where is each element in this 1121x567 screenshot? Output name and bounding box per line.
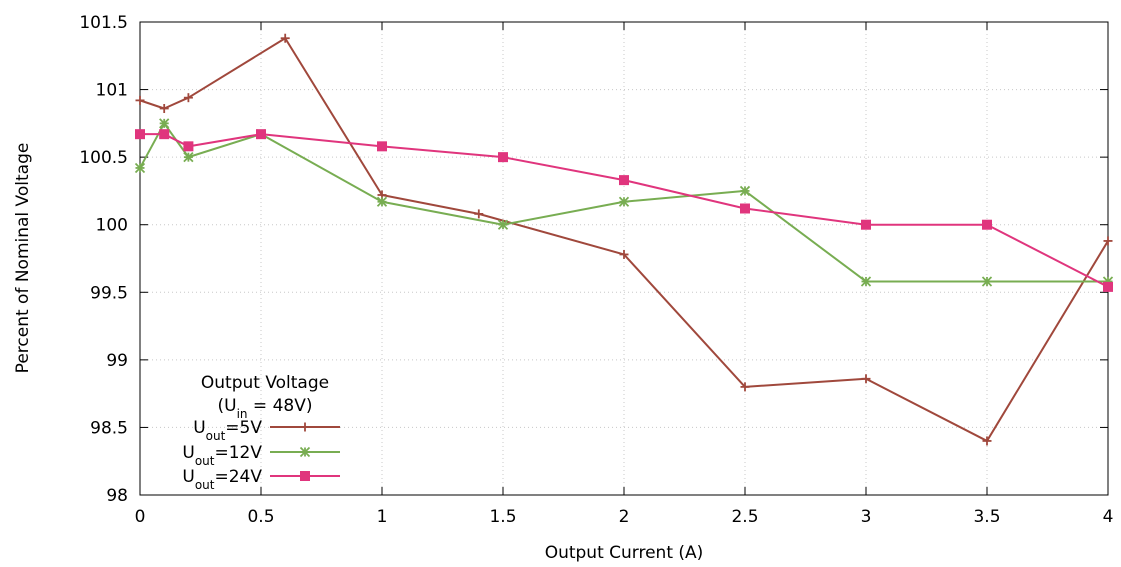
legend-title-suffix: = 48V)	[248, 396, 313, 416]
legend-label: Uout=24V	[182, 467, 262, 492]
x-tick-label: 2	[619, 507, 630, 527]
y-axis-label: Percent of Nominal Voltage	[13, 143, 33, 374]
data-point	[159, 103, 169, 113]
data-point	[1103, 281, 1113, 292]
legend: Output Voltage (Uin = 48V) Uout=5VUout=1…	[182, 373, 340, 492]
legend-title-line2: (Uin = 48V)	[218, 396, 313, 421]
axis-ticks: 0 0.5 1 1.5 2 2.5 3 3.5 4 98 98.5 99 99.5 100 100.5 101…	[79, 13, 1113, 527]
legend-label-sub: out	[195, 478, 215, 492]
x-tick-label: 0	[135, 507, 146, 527]
data-point	[982, 219, 992, 230]
legend-label-rest: =12V	[214, 443, 262, 463]
legend-title-sub: in	[237, 407, 248, 421]
data-point	[740, 203, 750, 214]
data-point	[618, 196, 630, 207]
data-point	[740, 382, 750, 392]
y-tick-label: 99	[106, 351, 128, 371]
x-tick-label: 1	[377, 507, 388, 527]
series-0	[135, 33, 1113, 446]
data-point	[280, 33, 290, 43]
y-tick-label: 100	[96, 216, 128, 236]
y-tick-label: 98	[106, 486, 128, 506]
y-tick-label: 100.5	[79, 148, 128, 168]
y-tick-label: 101	[96, 81, 128, 101]
data-point	[183, 152, 194, 163]
data-point	[981, 276, 993, 287]
legend-marker	[300, 422, 310, 432]
legend-label-main: U	[182, 467, 194, 487]
data-point	[135, 129, 145, 140]
data-point	[1103, 236, 1113, 246]
data-point	[619, 175, 629, 186]
legend-label-rest: =24V	[214, 467, 262, 487]
y-tick-label: 99.5	[90, 283, 128, 303]
series-layer	[134, 33, 1114, 446]
legend-label-main: U	[182, 443, 194, 463]
data-point	[377, 141, 387, 152]
x-axis-label: Output Current (A)	[545, 543, 704, 563]
y-tick-label: 98.5	[90, 418, 128, 438]
data-point	[861, 219, 871, 230]
data-point	[159, 118, 170, 129]
legend-label-sub: out	[195, 454, 215, 468]
data-point	[619, 249, 629, 259]
x-tick-label: 3.5	[973, 507, 1000, 527]
data-point	[135, 95, 145, 105]
legend-marker	[299, 446, 311, 458]
x-tick-label: 4	[1103, 507, 1114, 527]
legend-title-prefix: (U	[218, 396, 237, 416]
data-point	[739, 185, 751, 197]
legend-title-line1: Output Voltage	[201, 373, 329, 393]
data-point	[474, 209, 484, 219]
data-point	[376, 196, 388, 207]
data-point	[860, 276, 872, 287]
legend-entry: Uout=24V	[182, 467, 340, 492]
x-tick-label: 1.5	[489, 507, 516, 527]
legend-entry: Uout=5V	[193, 418, 340, 443]
legend-marker	[300, 471, 310, 481]
data-point	[159, 129, 170, 140]
x-tick-label: 3	[861, 507, 872, 527]
data-point	[861, 374, 871, 384]
data-point	[134, 162, 146, 174]
legend-label: Uout=5V	[193, 418, 262, 443]
legend-label-sub: out	[206, 429, 226, 443]
data-point	[497, 219, 509, 230]
legend-label-rest: =5V	[225, 418, 262, 438]
x-tick-label: 2.5	[731, 507, 758, 527]
data-point	[183, 93, 193, 103]
legend-label: Uout=12V	[182, 443, 262, 468]
series-2	[135, 129, 1113, 292]
data-point	[498, 152, 508, 163]
legend-entry: Uout=12V	[182, 443, 340, 468]
y-tick-label: 101.5	[79, 13, 128, 33]
data-point	[183, 141, 194, 152]
x-tick-label: 0.5	[247, 507, 274, 527]
legend-label-main: U	[193, 418, 205, 438]
series-1	[134, 118, 1114, 287]
data-point	[256, 129, 266, 140]
data-point	[982, 436, 992, 446]
